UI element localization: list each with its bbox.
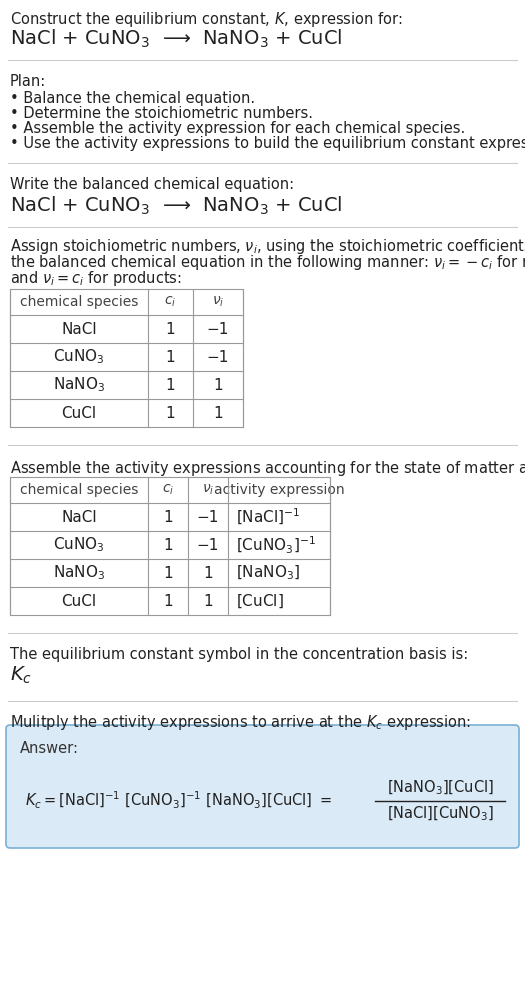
Text: Assign stoichiometric numbers, $\nu_i$, using the stoichiometric coefficients, $: Assign stoichiometric numbers, $\nu_i$, … — [10, 237, 525, 256]
Text: $c_i$: $c_i$ — [164, 295, 176, 310]
Text: −1: −1 — [207, 349, 229, 365]
Text: $[\mathrm{NaNO_3}]$: $[\mathrm{NaNO_3}]$ — [236, 564, 300, 582]
Text: • Assemble the activity expression for each chemical species.: • Assemble the activity expression for e… — [10, 121, 465, 136]
Text: −1: −1 — [197, 510, 219, 525]
Text: Plan:: Plan: — [10, 74, 46, 89]
Text: CuNO$_3$: CuNO$_3$ — [53, 535, 105, 554]
Text: −1: −1 — [197, 537, 219, 552]
Text: 1: 1 — [213, 378, 223, 392]
Text: 1: 1 — [163, 594, 173, 608]
Text: $[\mathrm{NaNO_3}][\mathrm{CuCl}]$: $[\mathrm{NaNO_3}][\mathrm{CuCl}]$ — [386, 778, 493, 797]
Text: 1: 1 — [166, 405, 175, 420]
Text: 1: 1 — [163, 537, 173, 552]
Text: −1: −1 — [207, 321, 229, 336]
Text: NaCl + CuNO$_3$  ⟶  NaNO$_3$ + CuCl: NaCl + CuNO$_3$ ⟶ NaNO$_3$ + CuCl — [10, 195, 342, 217]
Text: 1: 1 — [166, 349, 175, 365]
Text: $[\mathrm{CuCl}]$: $[\mathrm{CuCl}]$ — [236, 593, 284, 609]
Text: CuCl: CuCl — [61, 405, 97, 420]
Text: 1: 1 — [163, 566, 173, 581]
Text: CuNO$_3$: CuNO$_3$ — [53, 348, 105, 367]
Text: 1: 1 — [166, 378, 175, 392]
Text: $[\mathrm{NaCl}]^{-1}$: $[\mathrm{NaCl}]^{-1}$ — [236, 507, 300, 528]
Text: 1: 1 — [203, 566, 213, 581]
Text: chemical species: chemical species — [20, 295, 138, 309]
Text: NaCl: NaCl — [61, 510, 97, 525]
Text: $K_c$: $K_c$ — [10, 665, 32, 686]
Bar — [10, 289, 243, 427]
Text: 1: 1 — [203, 594, 213, 608]
Text: $c_i$: $c_i$ — [162, 483, 174, 497]
Bar — [10, 477, 330, 615]
Text: chemical species: chemical species — [20, 483, 138, 497]
Text: NaCl + CuNO$_3$  ⟶  NaNO$_3$ + CuCl: NaCl + CuNO$_3$ ⟶ NaNO$_3$ + CuCl — [10, 28, 342, 50]
Text: $\nu_i$: $\nu_i$ — [212, 295, 224, 310]
Text: 1: 1 — [166, 321, 175, 336]
FancyBboxPatch shape — [6, 725, 519, 848]
Text: 1: 1 — [213, 405, 223, 420]
Text: the balanced chemical equation in the following manner: $\nu_i = -c_i$ for react: the balanced chemical equation in the fo… — [10, 253, 525, 272]
Text: Assemble the activity expressions accounting for the state of matter and $\nu_i$: Assemble the activity expressions accoun… — [10, 459, 525, 478]
Text: $[\mathrm{CuNO_3}]^{-1}$: $[\mathrm{CuNO_3}]^{-1}$ — [236, 534, 316, 555]
Text: • Determine the stoichiometric numbers.: • Determine the stoichiometric numbers. — [10, 106, 313, 121]
Text: Write the balanced chemical equation:: Write the balanced chemical equation: — [10, 177, 294, 192]
Text: NaNO$_3$: NaNO$_3$ — [53, 564, 105, 583]
Text: • Balance the chemical equation.: • Balance the chemical equation. — [10, 91, 255, 106]
Text: activity expression: activity expression — [214, 483, 344, 497]
Text: $[\mathrm{NaCl}][\mathrm{CuNO_3}]$: $[\mathrm{NaCl}][\mathrm{CuNO_3}]$ — [386, 805, 493, 822]
Text: NaNO$_3$: NaNO$_3$ — [53, 376, 105, 394]
Text: • Use the activity expressions to build the equilibrium constant expression.: • Use the activity expressions to build … — [10, 136, 525, 151]
Text: The equilibrium constant symbol in the concentration basis is:: The equilibrium constant symbol in the c… — [10, 647, 468, 662]
Text: NaCl: NaCl — [61, 321, 97, 336]
Text: $K_c = [\mathrm{NaCl}]^{-1}\ [\mathrm{CuNO_3}]^{-1}\ [\mathrm{NaNO_3}][\mathrm{C: $K_c = [\mathrm{NaCl}]^{-1}\ [\mathrm{Cu… — [25, 790, 332, 811]
Text: Mulitply the activity expressions to arrive at the $K_c$ expression:: Mulitply the activity expressions to arr… — [10, 713, 471, 732]
Text: $\nu_i$: $\nu_i$ — [202, 483, 214, 497]
Text: Construct the equilibrium constant, $K$, expression for:: Construct the equilibrium constant, $K$,… — [10, 10, 403, 29]
Text: 1: 1 — [163, 510, 173, 525]
Text: Answer:: Answer: — [20, 741, 79, 756]
Text: and $\nu_i = c_i$ for products:: and $\nu_i = c_i$ for products: — [10, 269, 182, 288]
Text: CuCl: CuCl — [61, 594, 97, 608]
